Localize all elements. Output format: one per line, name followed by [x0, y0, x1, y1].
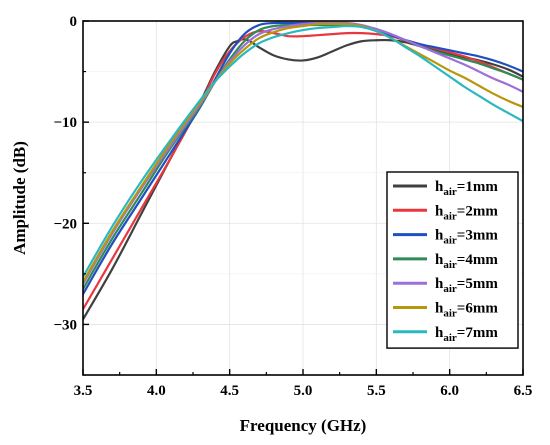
y-tick-label-3: −30	[53, 317, 77, 333]
x-axis-title: Frequency (GHz)	[240, 416, 367, 435]
legend-label-sub: air	[443, 283, 457, 295]
legend-label-sub: air	[443, 308, 457, 320]
legend-label-sub: air	[443, 210, 457, 222]
legend-label-3: hair=3mm	[435, 228, 498, 247]
legend-label-sub: air	[443, 332, 457, 344]
legend-label-5: hair=5mm	[435, 276, 498, 295]
legend-label-4: hair=4mm	[435, 252, 498, 271]
legend-label-rest: =7mm	[457, 325, 499, 341]
x-tick-label-0: 3.5	[74, 383, 93, 399]
legend-label-rest: =1mm	[457, 179, 499, 195]
x-tick-label-5: 6.0	[440, 383, 459, 399]
y-tick-label-1: −10	[53, 115, 77, 131]
legend: hair=1mmhair=2mmhair=3mmhair=4mmhair=5mm…	[386, 171, 519, 349]
series-layer	[83, 21, 523, 321]
legend-label-sub: air	[443, 235, 457, 247]
x-tick-label-4: 5.5	[367, 383, 386, 399]
x-tick-label-1: 4.0	[147, 383, 166, 399]
legend-label-7: hair=7mm	[435, 325, 498, 344]
legend-label-rest: =2mm	[457, 203, 499, 219]
legend-label-main: h	[435, 301, 444, 317]
legend-label-rest: =5mm	[457, 276, 499, 292]
legend-label-main: h	[435, 276, 444, 292]
legend-label-main: h	[435, 203, 444, 219]
legend-label-2: hair=2mm	[435, 203, 498, 222]
legend-label-6: hair=6mm	[435, 301, 498, 320]
x-tick-label-6: 6.5	[514, 383, 533, 399]
legend-label-main: h	[435, 228, 444, 244]
legend-label-main: h	[435, 179, 444, 195]
x-tick-label-2: 4.5	[220, 383, 239, 399]
legend-label-sub: air	[443, 186, 457, 198]
axis-ticks	[82, 20, 524, 376]
y-axis-title: Amplitude (dB)	[10, 141, 29, 255]
legend-label-1: hair=1mm	[435, 179, 498, 198]
legend-label-rest: =4mm	[457, 252, 499, 268]
legend-label-main: h	[435, 252, 444, 268]
legend-label-sub: air	[443, 259, 457, 271]
tick-labels: 3.5 4.0 4.5 5.0 5.5 6.0 6.5 0 −10 −20 −30	[53, 14, 532, 399]
legend-label-rest: =6mm	[457, 301, 499, 317]
y-tick-label-2: −20	[53, 216, 77, 232]
legend-label-main: h	[435, 325, 444, 341]
y-tick-label-0: 0	[70, 14, 78, 30]
series-line-7	[83, 24, 523, 278]
x-tick-label-3: 5.0	[294, 383, 313, 399]
legend-label-rest: =3mm	[457, 228, 499, 244]
